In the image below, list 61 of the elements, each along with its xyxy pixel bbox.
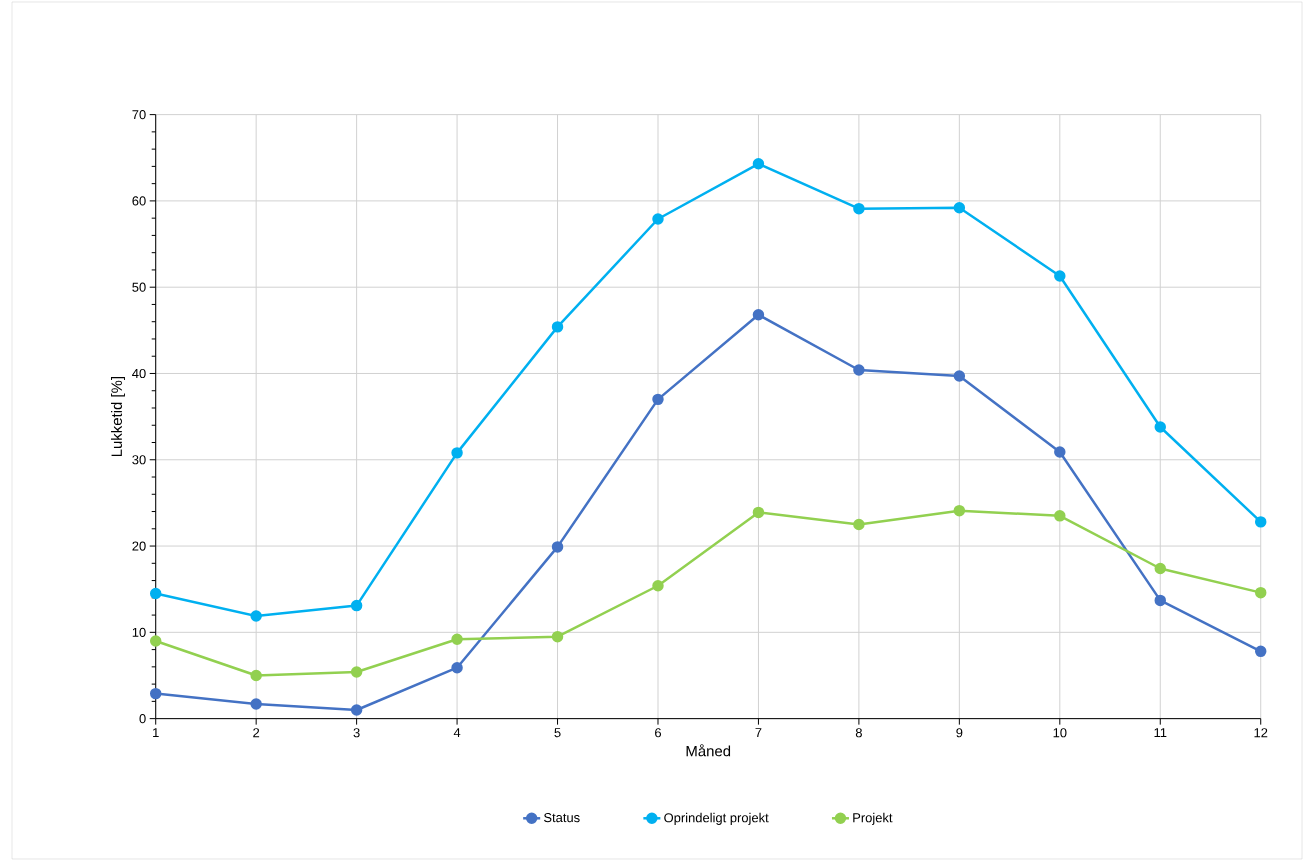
point	[652, 213, 664, 225]
point	[1154, 562, 1166, 575]
y-tick-label: 20	[132, 541, 146, 551]
point	[451, 661, 463, 674]
point	[1054, 270, 1066, 282]
x-tick-label: 8	[855, 728, 862, 738]
x-tick-label: 9	[956, 728, 963, 738]
x-tick-label: 6	[655, 728, 662, 738]
point	[1254, 645, 1267, 658]
x-tick-label: 7	[755, 728, 762, 738]
point	[149, 587, 162, 600]
point	[853, 202, 865, 215]
y-tick-label: 10	[132, 627, 146, 637]
point	[149, 635, 162, 647]
point	[350, 599, 363, 612]
y-tick-label: 30	[132, 455, 146, 465]
point	[853, 364, 865, 376]
x-tick-label: 2	[253, 728, 260, 738]
point	[752, 309, 765, 321]
point	[1154, 421, 1166, 433]
point	[551, 321, 564, 333]
x-tick-label: 1	[153, 728, 159, 738]
y-tick-label: 0	[139, 714, 146, 724]
point	[1054, 446, 1066, 458]
point	[250, 698, 262, 710]
y-tick-label: 50	[132, 282, 146, 292]
point	[853, 518, 865, 531]
y-axis-title: Lukketid [%]	[111, 377, 125, 457]
x-axis-title: Måned	[686, 744, 731, 757]
x-tick-label: 4	[453, 728, 461, 738]
point	[250, 610, 262, 622]
point	[1154, 594, 1166, 607]
point	[451, 633, 463, 645]
legend-label: Projekt	[853, 812, 893, 825]
point	[652, 580, 664, 592]
point	[149, 687, 162, 700]
point	[652, 393, 664, 406]
x-tick-label: 5	[554, 728, 561, 738]
point	[953, 504, 966, 517]
point	[451, 447, 463, 459]
x-tick-label: 11	[1154, 728, 1167, 738]
point	[1254, 586, 1267, 599]
x-tick-label: 3	[353, 728, 360, 738]
y-tick-label: 70	[132, 110, 146, 120]
point	[1254, 516, 1267, 528]
x-tick-label: 12	[1254, 728, 1268, 738]
legend-label: Oprindeligt projekt	[664, 812, 769, 825]
y-tick-label: 40	[132, 368, 146, 379]
point	[1054, 510, 1066, 522]
x-tick-label: 10	[1053, 728, 1067, 738]
point	[250, 669, 262, 682]
point	[551, 541, 564, 553]
point	[752, 506, 765, 519]
y-tick-label: 60	[132, 196, 146, 206]
point	[953, 370, 966, 382]
point	[350, 666, 363, 678]
point	[551, 630, 564, 643]
point	[350, 704, 363, 716]
point	[752, 158, 765, 170]
legend-label: Status	[544, 813, 580, 823]
point	[953, 202, 966, 214]
